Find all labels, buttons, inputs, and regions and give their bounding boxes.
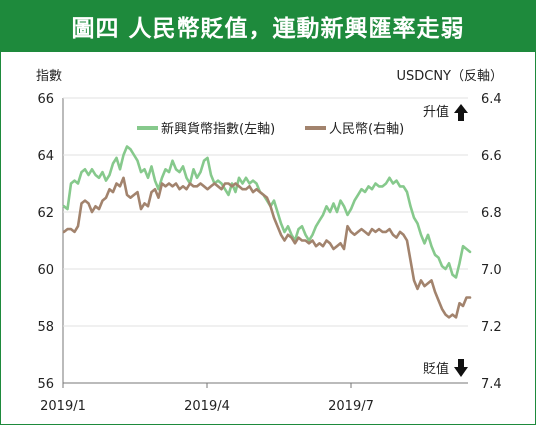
legend-label-emerging: 新興貨幣指數(左軸) xyxy=(161,121,275,137)
up-arrow-icon xyxy=(454,104,468,121)
y-left-tick-label: 66 xyxy=(37,92,54,107)
annotation-down-label: 貶值 xyxy=(423,361,449,377)
y-right-tick-label: 7.4 xyxy=(481,377,502,392)
y-right-axis-label: USDCNY（反軸） xyxy=(396,69,503,84)
y-left-tick-label: 62 xyxy=(37,206,54,221)
x-tick-label: 2019/4 xyxy=(184,399,230,414)
legend: 新興貨幣指數(左軸) 人民幣(右軸) xyxy=(137,121,404,137)
x-tick-label: 2019/7 xyxy=(328,399,374,414)
annotation-appreciation: 升值 xyxy=(423,104,468,121)
grid-lines xyxy=(63,97,468,327)
annotation-depreciation: 貶值 xyxy=(423,359,468,377)
y-left-axis-label: 指數 xyxy=(36,69,62,84)
y-right-tick-label: 7.2 xyxy=(481,320,502,335)
y-left-tick-label: 60 xyxy=(37,263,54,278)
y-right-tick-label: 6.8 xyxy=(481,206,502,221)
y-left-tick-label: 58 xyxy=(37,320,54,335)
annotation-up-label: 升值 xyxy=(423,104,449,120)
down-arrow-icon xyxy=(454,359,468,377)
y-left-tick-labels: 66 64 62 60 58 56 xyxy=(37,92,54,392)
x-ticks: 2019/1 2019/4 2019/7 xyxy=(40,383,374,414)
chart-title: 圖四 人民幣貶值，連動新興匯率走弱 xyxy=(0,0,536,52)
y-right-tick-label: 6.6 xyxy=(481,149,502,164)
y-right-tick-labels: 6.4 6.6 6.8 7.0 7.2 7.4 xyxy=(481,92,502,392)
y-left-tick-label: 64 xyxy=(37,149,54,164)
series-lines xyxy=(62,145,472,319)
y-left-tick-label: 56 xyxy=(37,377,54,392)
y-right-tick-label: 6.4 xyxy=(481,92,502,107)
legend-label-rmb: 人民幣(右軸) xyxy=(329,122,404,137)
y-right-tick-label: 7.0 xyxy=(481,263,502,278)
x-tick-label: 2019/1 xyxy=(40,399,86,414)
series-line-rmb xyxy=(62,176,472,319)
